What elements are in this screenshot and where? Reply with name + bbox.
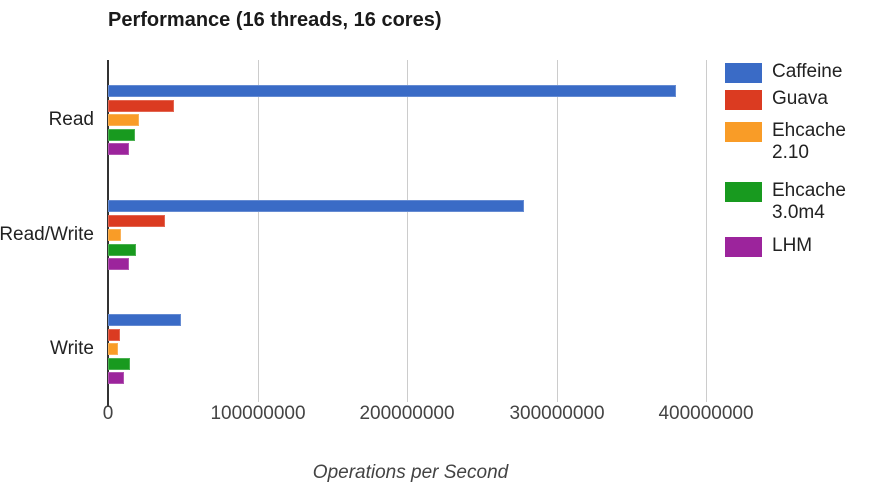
- category-label-read-write: Read/Write: [0, 224, 94, 245]
- gridline-400000000: [706, 60, 707, 402]
- x-tick-300000000: 300000000: [509, 403, 605, 424]
- bar-read-write-caffeine[interactable]: [108, 200, 524, 212]
- bar-read-write-ehcache-3-0m4[interactable]: [108, 243, 136, 256]
- x-axis-title: Operations per Second: [312, 462, 509, 483]
- x-tick-0: 0: [102, 403, 114, 424]
- category-label-write: Write: [50, 338, 94, 359]
- legend-swatch-icon: [725, 182, 762, 202]
- bar-read-lhm[interactable]: [108, 143, 129, 155]
- gridline-300000000: [557, 60, 558, 402]
- x-tick-400000000: 400000000: [658, 403, 754, 424]
- bar-write-guava[interactable]: [108, 328, 120, 341]
- bar-read-caffeine[interactable]: [108, 85, 676, 97]
- chart-title: Performance (16 threads, 16 cores): [108, 9, 442, 31]
- legend-swatch-icon: [725, 90, 762, 110]
- legend-label: Guava: [772, 88, 828, 109]
- legend-label: LHM: [772, 235, 813, 256]
- bar-read-guava[interactable]: [108, 99, 174, 112]
- legend-swatch-icon: [725, 237, 762, 257]
- gridline-200000000: [407, 60, 408, 402]
- legend-swatch-icon: [725, 63, 762, 83]
- x-tick-200000000: 200000000: [359, 403, 455, 424]
- bar-read-write-lhm[interactable]: [108, 258, 129, 270]
- legend-label: Caffeine: [772, 61, 843, 82]
- plot-area: [108, 60, 713, 402]
- legend-label: Ehcache 3.0m4: [772, 180, 846, 223]
- bar-write-caffeine[interactable]: [108, 314, 181, 326]
- bar-write-ehcache-2-10[interactable]: [108, 343, 118, 355]
- bar-read-ehcache-3-0m4[interactable]: [108, 128, 135, 141]
- gridline-100000000: [258, 60, 259, 402]
- bar-write-lhm[interactable]: [108, 372, 124, 384]
- x-tick-100000000: 100000000: [210, 403, 306, 424]
- category-label-read: Read: [48, 109, 94, 130]
- legend-swatch-icon: [725, 122, 762, 142]
- bar-read-write-guava[interactable]: [108, 214, 165, 227]
- bar-read-write-ehcache-2-10[interactable]: [108, 229, 121, 241]
- bar-read-ehcache-2-10[interactable]: [108, 114, 139, 126]
- legend: Caffeine Guava Ehcache 2.10 Ehcache 3.0m4 LHM: [725, 60, 870, 340]
- legend-label: Ehcache 2.10: [772, 120, 846, 163]
- bar-write-ehcache-3-0m4[interactable]: [108, 357, 130, 370]
